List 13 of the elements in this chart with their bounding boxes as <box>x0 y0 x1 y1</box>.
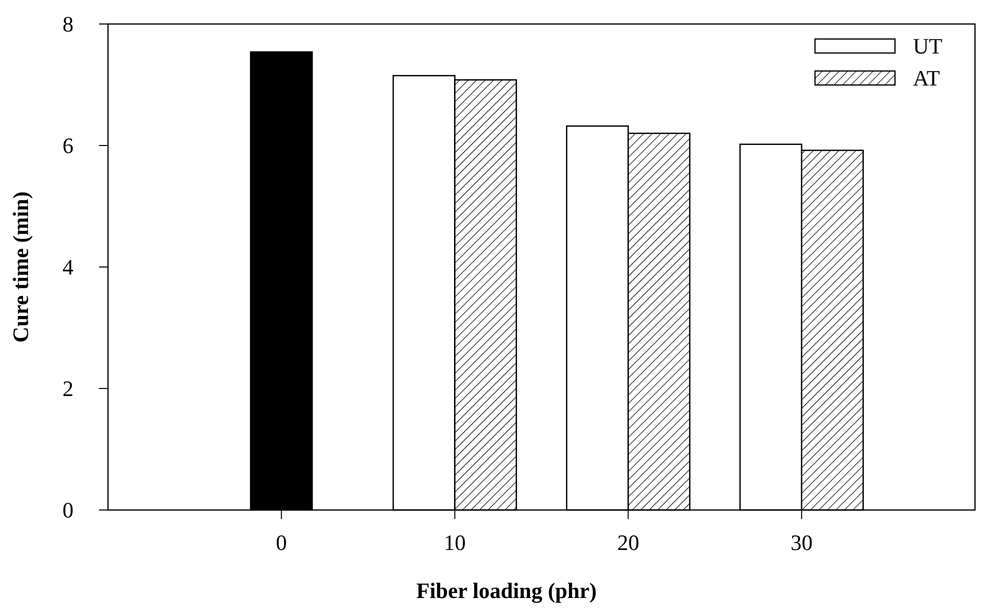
x-tick-label: 30 <box>790 530 813 555</box>
y-tick-label: 6 <box>62 133 74 158</box>
x-axis-title: Fiber loading (phr) <box>416 578 597 603</box>
y-tick-label: 2 <box>62 376 74 402</box>
y-tick-label: 8 <box>62 12 74 37</box>
x-tick-label: 0 <box>276 530 287 555</box>
x-tick-label: 20 <box>617 530 640 555</box>
x-tick-label: 10 <box>444 530 466 555</box>
y-tick-label: 4 <box>62 254 74 280</box>
y-tick-label: 0 <box>62 498 74 523</box>
legend-label: UT <box>913 34 943 59</box>
legend-label: AT <box>913 66 940 91</box>
y-axis-title: Cure time (min) <box>8 191 33 343</box>
